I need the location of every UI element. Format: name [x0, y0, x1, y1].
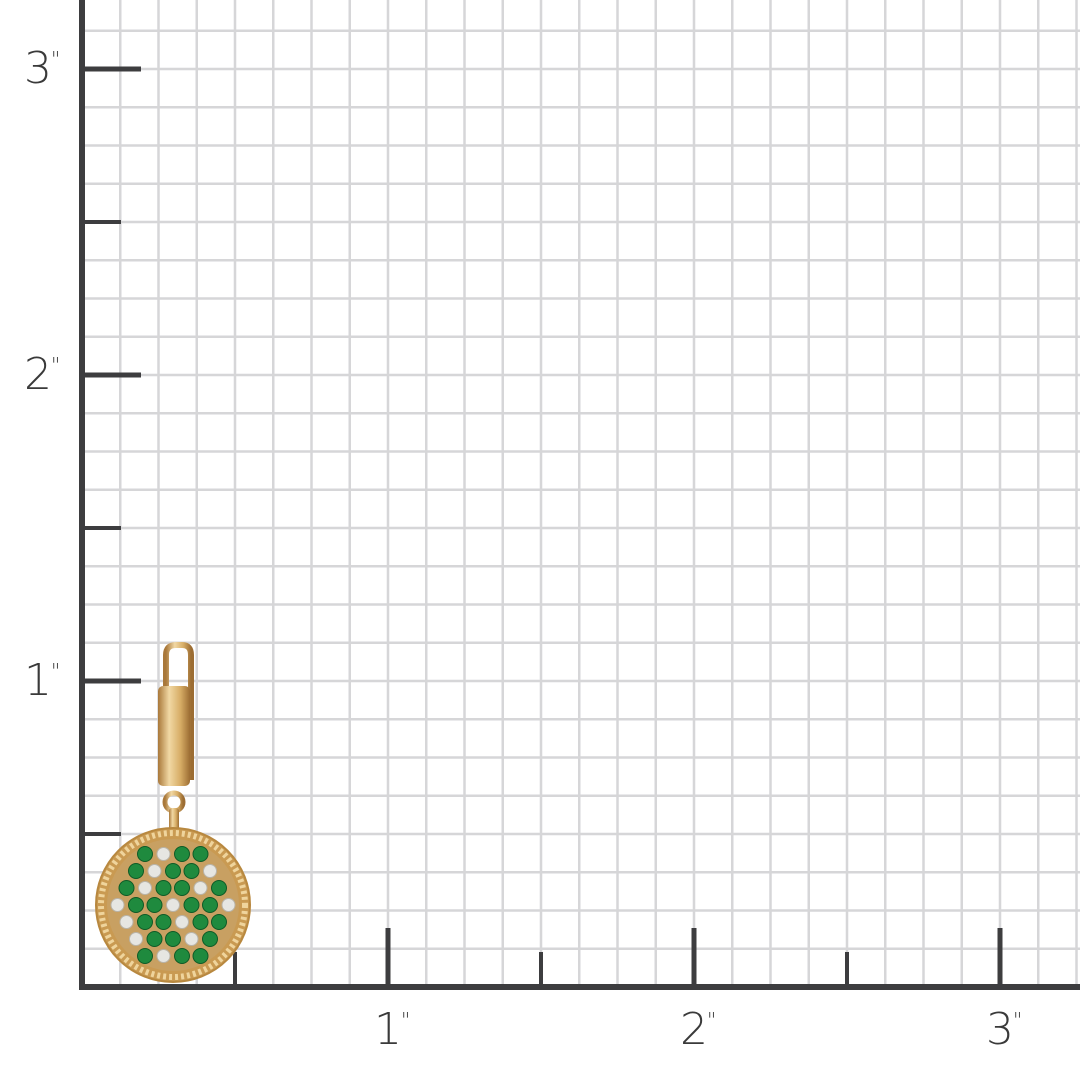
emerald-stone — [137, 846, 153, 862]
emerald-stone — [146, 897, 163, 913]
emerald-stone — [128, 863, 144, 879]
x-axis-label: 1" — [374, 1004, 410, 1055]
pave-disc — [95, 827, 251, 983]
diamond-stone — [166, 898, 180, 912]
emerald-stone — [211, 880, 227, 896]
diamond-stone — [193, 881, 208, 895]
x-axis-label: 2" — [680, 1004, 716, 1055]
emerald-stone — [137, 914, 153, 930]
emerald-stone — [128, 897, 144, 913]
emerald-stone — [192, 948, 209, 964]
emerald-stone — [174, 880, 190, 896]
hoop — [158, 642, 194, 834]
emerald-stone — [183, 897, 200, 913]
emerald-stone — [174, 948, 190, 964]
emerald-stone — [211, 914, 227, 930]
y-axis-label: 3" — [24, 43, 60, 94]
diamond-stone — [184, 932, 199, 946]
emerald-stone — [165, 863, 181, 879]
y-axis-label: 2" — [24, 349, 60, 400]
emerald-stone — [183, 863, 200, 879]
emerald-stone — [192, 914, 209, 930]
diamond-stone — [110, 898, 125, 912]
emerald-stone — [202, 931, 218, 947]
diamond-stone — [138, 881, 152, 895]
emerald-stone — [155, 880, 172, 896]
emerald-stone — [118, 880, 135, 896]
emerald-stone — [165, 931, 181, 947]
diamond-stone — [221, 898, 236, 912]
diamond-stone — [175, 915, 189, 929]
diamond-stone — [119, 915, 134, 929]
diamond-stone — [147, 864, 162, 878]
emerald-stone — [192, 846, 209, 862]
emerald-stone — [202, 897, 218, 913]
emerald-stone — [155, 914, 172, 930]
emerald-stone — [146, 931, 163, 947]
emerald-stone — [137, 948, 153, 964]
x-axis-label: 3" — [986, 1004, 1022, 1055]
emerald-stone — [174, 846, 190, 862]
diamond-stone — [156, 847, 171, 861]
y-axis-label: 1" — [24, 655, 60, 706]
diamond-stone — [203, 864, 217, 878]
diamond-stone — [129, 932, 143, 946]
diamond-stone — [156, 949, 171, 963]
